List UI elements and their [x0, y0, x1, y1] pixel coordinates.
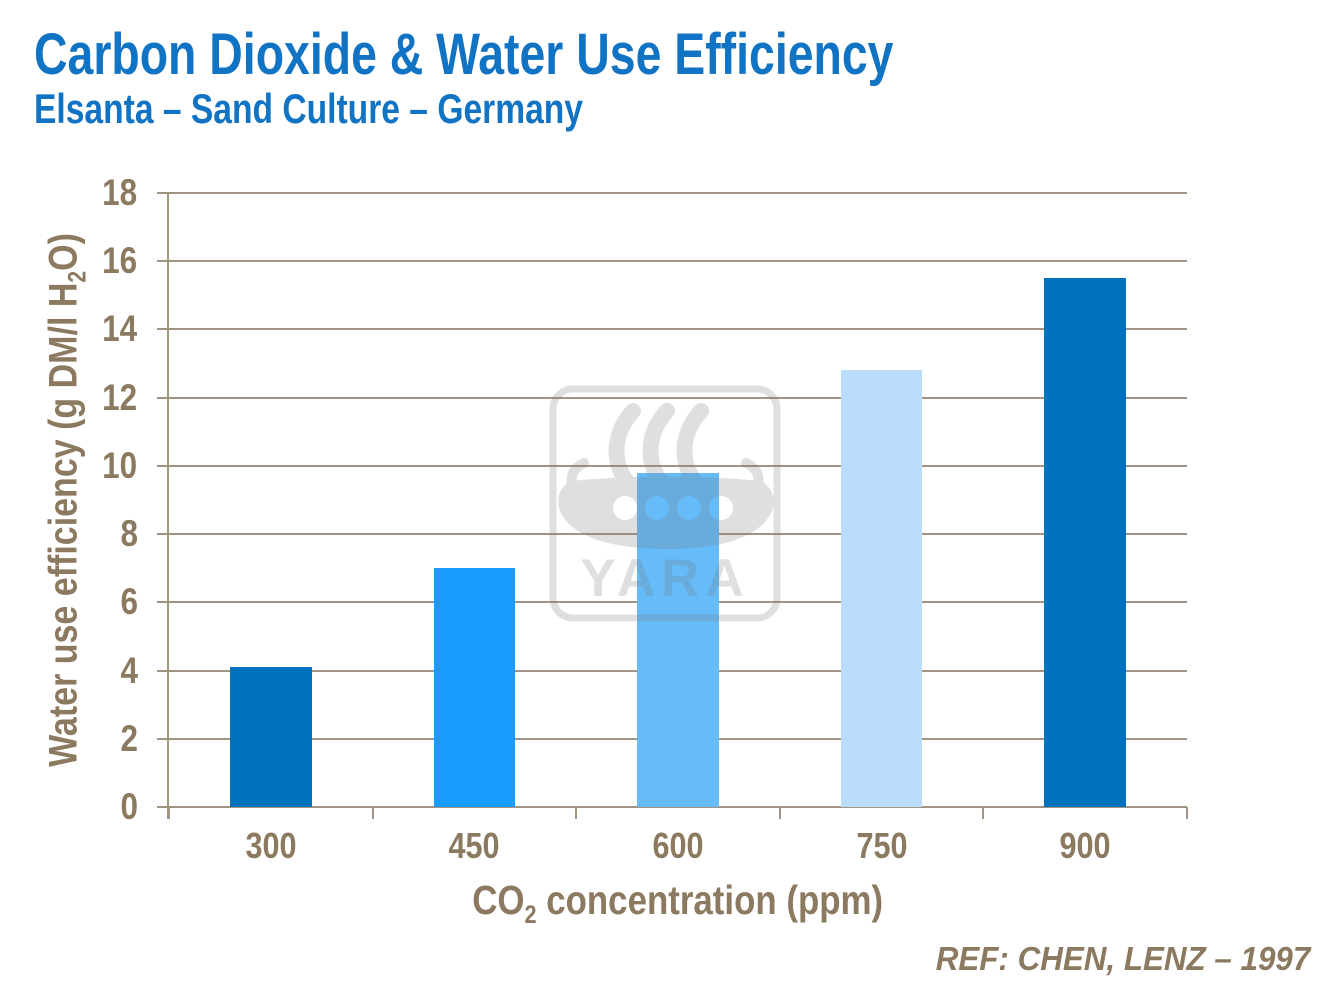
- bar-300: [230, 667, 312, 807]
- x-axis-title: CO2 concentration (ppm): [169, 877, 1187, 930]
- slide-subtitle: Elsanta – Sand Culture – Germany: [34, 86, 720, 132]
- y-tick-label-4: 4: [120, 649, 139, 691]
- y-tick-label-18: 18: [101, 172, 137, 213]
- y-tick-label-10: 10: [101, 444, 137, 486]
- y-tick-label-6: 6: [120, 581, 139, 623]
- x-axis-tick: [168, 807, 170, 819]
- y-tick-labels: 0 2 4 6 8 10 12 14 16 18: [60, 174, 140, 826]
- y-tick-label-16: 16: [101, 240, 137, 282]
- x-axis-tick: [982, 807, 985, 819]
- y-tick-label-14: 14: [101, 308, 137, 350]
- x-axis-tick: [575, 807, 578, 819]
- y-tick-label-12: 12: [101, 376, 137, 418]
- plot-area: [157, 192, 1188, 819]
- gridline-14: [157, 328, 1187, 331]
- gridline-18: [157, 192, 1187, 194]
- x-axis-line: [157, 806, 1187, 808]
- x-axis-tick: [371, 807, 374, 819]
- x-tick-label-900: 900: [1059, 825, 1111, 866]
- slide-title-text: Carbon Dioxide & Water Use Efficiency: [34, 22, 894, 87]
- x-tick-label-600: 600: [652, 825, 704, 866]
- bar-450: [433, 568, 516, 807]
- x-tick-label-450: 450: [448, 825, 500, 866]
- gridline-12: [157, 396, 1187, 399]
- y-axis-title-text: Water use efficiency (g DM/l H2O): [41, 233, 92, 767]
- slide-subtitle-text: Elsanta – Sand Culture – Germany: [34, 85, 583, 132]
- gridline-16: [157, 260, 1187, 263]
- x-axis-title-text: CO2 concentration (ppm): [472, 877, 884, 930]
- y-axis-title: Water use efficiency (g DM/l H2O): [41, 233, 92, 767]
- x-tick-label-300: 300: [245, 825, 297, 866]
- x-tick-label-750: 750: [856, 825, 908, 866]
- slide-title: Carbon Dioxide & Water Use Efficiency: [34, 24, 1108, 86]
- reference-text-inner: REF: CHEN, LENZ – 1997: [935, 940, 1310, 977]
- bar-750: [840, 370, 923, 807]
- reference-text: REF: CHEN, LENZ – 1997: [916, 940, 1310, 978]
- gridline-10: [157, 464, 1187, 467]
- x-axis-tick: [778, 807, 781, 819]
- y-axis-line: [167, 193, 169, 819]
- y-tick-label-2: 2: [120, 717, 139, 759]
- x-tick-labels: 300 450 600 750 900: [169, 826, 1187, 868]
- y-tick-label-8: 8: [120, 513, 139, 555]
- y-tick-label-0: 0: [120, 786, 139, 827]
- x-axis-tick: [1186, 807, 1188, 819]
- bar-900: [1044, 278, 1126, 807]
- bar-600: [637, 472, 719, 807]
